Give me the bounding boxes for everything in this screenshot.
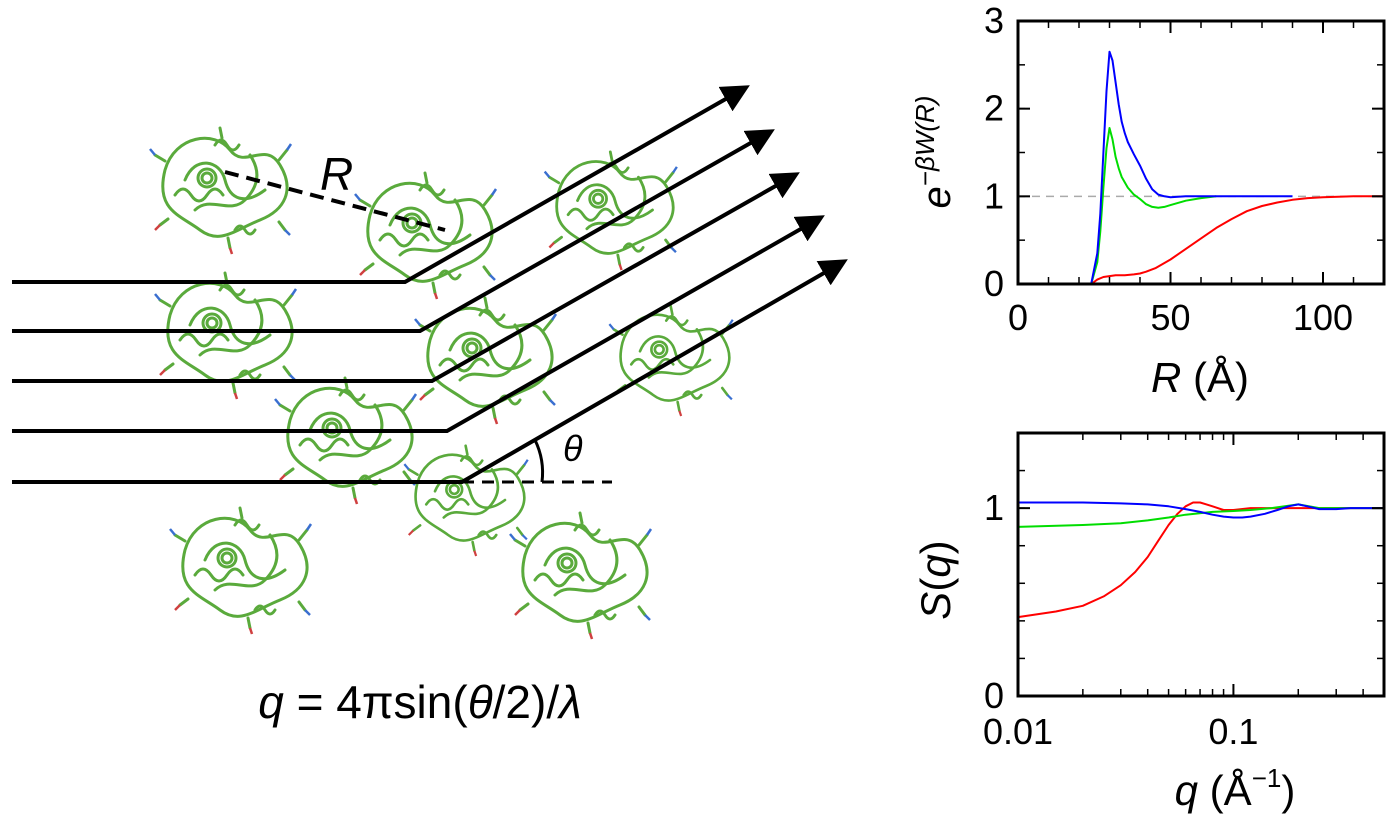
pmf-series-1 xyxy=(1090,195,1384,285)
sq-ylabel-open: ( xyxy=(912,578,959,592)
pmf-ylabel: e−βW(R) xyxy=(910,96,959,209)
pmf-xtick-label: 50 xyxy=(1150,297,1190,338)
sq-ylabel: S(q) xyxy=(912,540,959,619)
pmf-xtick-label: 100 xyxy=(1293,297,1353,338)
scattering-diagram: θ R q = 4πsin(θ/2)/λ xyxy=(12,85,848,728)
structure-factor-series-3 xyxy=(1018,501,1384,519)
distance-line xyxy=(224,170,446,232)
formula-q: q xyxy=(258,676,284,728)
protein-ribbon-icon xyxy=(168,506,313,636)
beam-4 xyxy=(12,215,825,433)
protein-ribbon-icon xyxy=(402,444,530,558)
pmf-series-3 xyxy=(1090,50,1293,285)
sq-chart: 010.01 0.1 q (Å−1) S(q) xyxy=(912,431,1386,814)
structure-factor-series-1 xyxy=(1017,501,1384,619)
sq-xlabel: q (Å−1) xyxy=(1175,763,1296,814)
formula: q = 4πsin(θ/2)/λ xyxy=(258,676,582,728)
structure-factor-series-2 xyxy=(1017,503,1384,528)
sq-ticks: 0 1 0.01 0.1 xyxy=(983,432,1384,752)
pmf-ticks: 0 1 2 3 0 50 100 xyxy=(984,0,1385,338)
structure-factor-ytick-label: 1 xyxy=(984,487,1004,528)
pmf-xlabel: R (Å) xyxy=(1151,354,1249,401)
beam-2 xyxy=(12,129,775,333)
beam-3 xyxy=(12,172,800,383)
pmf-xtick-label: 0 xyxy=(1008,297,1028,338)
sq-ylabel-arg: q xyxy=(912,554,959,578)
sq-frame xyxy=(1016,431,1386,698)
sq-xlabel-var: q xyxy=(1175,767,1199,814)
sq-xlabel-unit-post: ) xyxy=(1281,767,1295,814)
formula-mid: = 4πsin( xyxy=(284,676,469,728)
formula-tail: /2)/ xyxy=(493,676,560,728)
pmf-xlabel-unit: (Å) xyxy=(1181,354,1249,401)
pmf-ytick-label: 2 xyxy=(984,88,1004,129)
distance-label: R xyxy=(320,148,353,200)
structure-factor-ytick-label: 0 xyxy=(984,675,1004,716)
pmf-xlabel-var: R xyxy=(1151,354,1181,401)
angle-label: θ xyxy=(563,428,583,469)
formula-lambda: λ xyxy=(556,676,582,728)
protein-ribbon-icon xyxy=(413,296,558,426)
sq-xlabel-unit-pre: (Å xyxy=(1198,767,1252,814)
pmf-ytick-label: 1 xyxy=(984,175,1004,216)
pmf-chart: 0 1 2 3 0 50 100 R (Å) e−βW(R) xyxy=(910,0,1386,401)
pmf-ylabel-base: e xyxy=(915,186,959,208)
structure-factor-xtick-label: 0.1 xyxy=(1208,711,1258,752)
structure-factor-xtick-label: 0.01 xyxy=(983,711,1053,752)
protein-ribbon-icon xyxy=(148,126,293,256)
formula-theta: θ xyxy=(468,676,493,728)
pmf-ytick-label: 3 xyxy=(984,0,1004,41)
pmf-plot-area xyxy=(1018,50,1384,285)
protein-ribbon-icon xyxy=(273,376,418,506)
pmf-ytick-label: 0 xyxy=(984,263,1004,304)
beams xyxy=(12,85,848,484)
beam-5 xyxy=(12,259,848,484)
beam-1 xyxy=(12,85,750,284)
protein-ribbon-icon xyxy=(508,511,653,641)
pmf-frame xyxy=(1016,19,1386,286)
pmf-series-2 xyxy=(1090,127,1217,285)
sq-ylabel-close: ) xyxy=(912,540,959,554)
sq-plot-area xyxy=(1017,501,1384,619)
angle-arc xyxy=(533,439,545,483)
sq-ylabel-var: S xyxy=(912,592,959,620)
pmf-ylabel-exp: −βW(R) xyxy=(910,96,940,187)
sq-xlabel-unit-exp: −1 xyxy=(1252,763,1282,793)
